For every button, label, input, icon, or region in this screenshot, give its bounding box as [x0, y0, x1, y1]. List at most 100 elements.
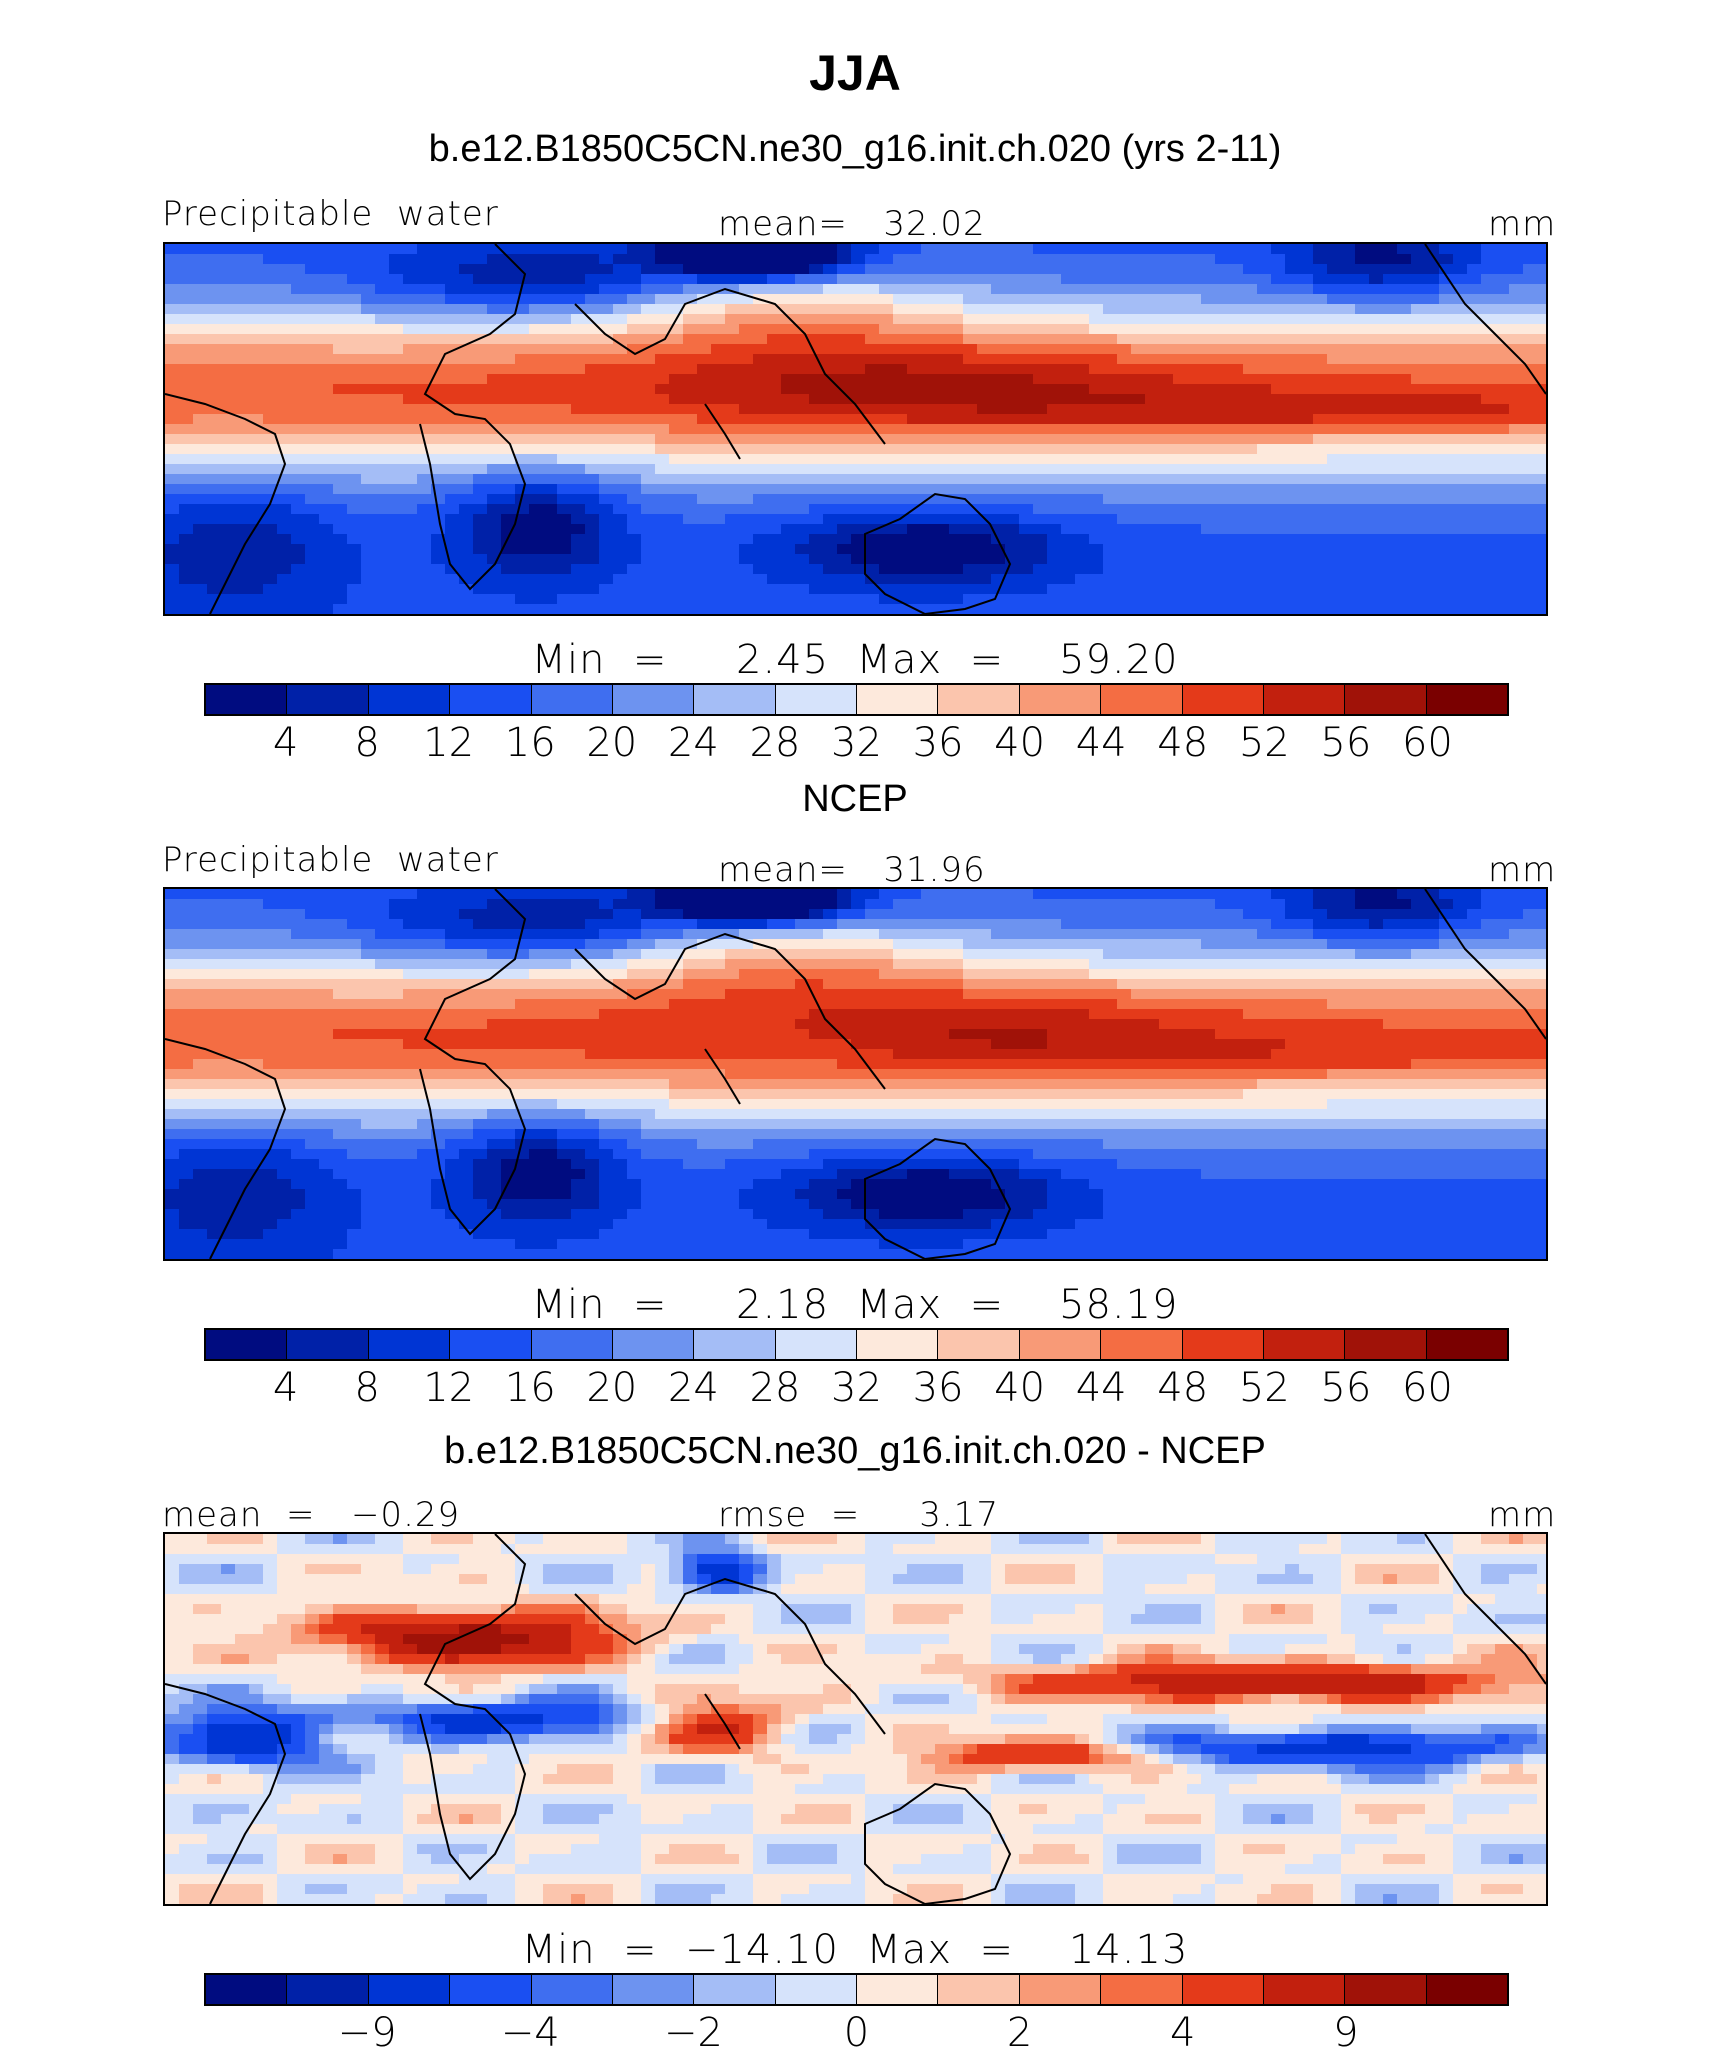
colorbar-segment	[775, 685, 857, 714]
field-cell	[795, 334, 810, 345]
field-cell	[1537, 394, 1546, 405]
field-cell	[1271, 969, 1286, 980]
field-cell	[1285, 899, 1300, 910]
field-cell	[627, 969, 642, 980]
field-cell	[697, 434, 712, 445]
field-cell	[725, 574, 740, 585]
field-cell	[263, 424, 278, 435]
field-cell	[1117, 494, 1132, 505]
field-cell	[991, 999, 1006, 1010]
field-cell	[1411, 979, 1426, 990]
field-cell	[711, 264, 726, 275]
field-cell	[207, 384, 222, 395]
field-cell	[347, 544, 362, 555]
field-cell	[1159, 969, 1174, 980]
field-cell	[1117, 604, 1132, 614]
field-cell	[557, 909, 572, 920]
field-cell	[515, 564, 530, 575]
field-cell	[781, 584, 796, 595]
field-cell	[1481, 434, 1496, 445]
field-cell	[795, 939, 810, 950]
field-cell	[1313, 484, 1328, 495]
field-cell	[991, 949, 1006, 960]
field-cell	[935, 244, 950, 255]
field-cell	[613, 394, 628, 405]
field-cell	[1243, 949, 1258, 960]
field-cell	[809, 909, 824, 920]
field-cell	[739, 959, 754, 970]
field-cell	[1467, 264, 1482, 275]
field-cell	[795, 424, 810, 435]
field-cell	[403, 959, 418, 970]
field-cell	[319, 919, 334, 930]
field-cell	[585, 344, 600, 355]
field-cell	[879, 454, 894, 465]
panel-2-units-label: mm	[1488, 850, 1557, 890]
field-cell	[711, 534, 726, 545]
field-cell	[711, 424, 726, 435]
field-cell	[1187, 374, 1202, 385]
field-cell	[599, 899, 614, 910]
field-cell	[1537, 404, 1546, 415]
field-cell	[1131, 484, 1146, 495]
field-cell	[249, 354, 264, 365]
field-cell	[1103, 574, 1118, 585]
field-cell	[781, 254, 796, 265]
field-cell	[697, 334, 712, 345]
field-cell	[403, 424, 418, 435]
field-cell	[277, 939, 292, 950]
field-cell	[1215, 969, 1230, 980]
field-cell	[1481, 959, 1496, 970]
field-cell	[977, 969, 992, 980]
field-cell	[305, 264, 320, 275]
field-cell	[361, 254, 376, 265]
field-cell	[725, 919, 740, 930]
field-cell	[613, 384, 628, 395]
field-cell	[1271, 889, 1286, 900]
field-cell	[431, 344, 446, 355]
field-cell	[1075, 424, 1090, 435]
field-cell	[1299, 284, 1314, 295]
field-cell	[375, 394, 390, 405]
field-cell	[165, 384, 180, 395]
field-cell	[1481, 584, 1496, 595]
field-cell	[249, 604, 264, 614]
field-cell	[1103, 304, 1118, 315]
coastline	[704, 403, 741, 460]
field-cell	[963, 444, 978, 455]
field-cell	[991, 264, 1006, 275]
field-cell	[1495, 889, 1510, 900]
field-cell	[1271, 979, 1286, 990]
field-cell	[347, 464, 362, 475]
field-cell	[1187, 919, 1202, 930]
field-cell	[1481, 494, 1496, 505]
field-cell	[1243, 404, 1258, 415]
field-cell	[389, 334, 404, 345]
field-cell	[1005, 464, 1020, 475]
field-cell	[823, 909, 838, 920]
field-cell	[1201, 384, 1216, 395]
field-cell	[1453, 899, 1468, 910]
field-cell	[725, 454, 740, 465]
field-cell	[627, 949, 642, 960]
field-cell	[375, 999, 390, 1010]
field-cell	[1509, 404, 1524, 415]
field-cell	[1229, 949, 1244, 960]
field-cell	[487, 354, 502, 365]
field-cell	[1089, 969, 1104, 980]
field-cell	[1453, 594, 1468, 605]
field-cell	[291, 484, 306, 495]
field-cell	[291, 254, 306, 265]
field-cell	[1145, 444, 1160, 455]
field-cell	[1425, 544, 1440, 555]
field-cell	[879, 354, 894, 365]
field-cell	[739, 1009, 754, 1020]
field-cell	[865, 949, 880, 960]
field-cell	[1131, 574, 1146, 585]
field-cell	[1201, 989, 1216, 1000]
field-cell	[697, 294, 712, 305]
field-cell	[683, 504, 698, 515]
field-cell	[1243, 514, 1258, 525]
field-cell	[627, 909, 642, 920]
field-cell	[767, 424, 782, 435]
